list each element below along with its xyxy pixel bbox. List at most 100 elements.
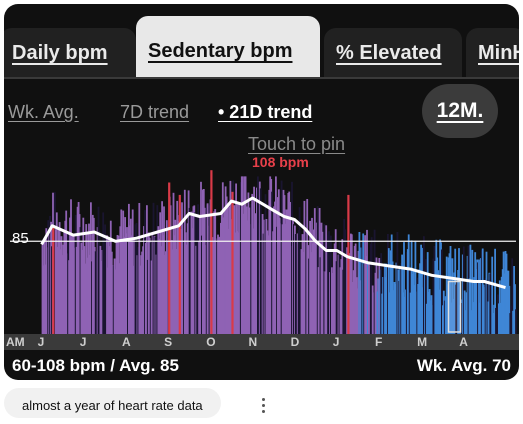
bar (189, 212, 192, 334)
spike-bar (347, 194, 350, 334)
caption-chip[interactable]: almost a year of heart rate data (4, 388, 221, 418)
bar (88, 223, 90, 334)
bar (128, 203, 130, 334)
selected-week-highlight[interactable] (447, 280, 462, 333)
bar (261, 214, 264, 334)
bar (78, 214, 81, 334)
bar (208, 205, 211, 334)
bar (61, 255, 64, 334)
bar-series (41, 170, 517, 334)
bar (504, 251, 507, 334)
bar (164, 254, 166, 334)
bar (108, 237, 110, 334)
bar (436, 257, 439, 334)
tab-min-hr[interactable]: MinH (466, 28, 519, 78)
bar (390, 234, 393, 334)
bar (104, 224, 106, 334)
21d-trend-option[interactable]: • 21D trend (218, 102, 313, 122)
bar (80, 242, 83, 334)
bar (344, 229, 347, 334)
tab-bar: Daily bpm Sedentary bpm % Elevated MinH (4, 16, 519, 78)
bar (421, 247, 423, 334)
bar (405, 252, 408, 334)
bar (337, 254, 340, 334)
bar (315, 222, 318, 334)
bar (449, 246, 452, 334)
bar (407, 234, 410, 334)
bar (202, 189, 205, 334)
bar (199, 217, 201, 334)
bar (512, 310, 514, 334)
bar (506, 270, 509, 334)
bar (291, 181, 293, 334)
bar (245, 206, 248, 334)
bar (204, 245, 207, 334)
bar (360, 247, 363, 334)
bar (452, 298, 455, 334)
spike-bar (168, 182, 171, 334)
bar (293, 224, 295, 334)
bar (98, 230, 101, 334)
bar (123, 236, 125, 334)
spike-bar (210, 170, 213, 334)
bar (43, 241, 46, 334)
bar (313, 208, 316, 334)
bar (384, 263, 386, 334)
bar (162, 235, 164, 334)
bar (370, 237, 373, 334)
bar (57, 228, 60, 334)
bar (428, 289, 431, 334)
bar (380, 253, 383, 334)
heart-rate-chart[interactable] (4, 4, 519, 380)
bar (465, 292, 468, 334)
bar (234, 232, 236, 334)
7d-trend-option[interactable]: 7D trend (120, 102, 190, 122)
bar (171, 249, 174, 334)
period-12m-button[interactable]: 12M. (422, 84, 498, 138)
bar (363, 263, 366, 334)
bar (404, 296, 406, 334)
bar (194, 212, 197, 334)
bar (275, 176, 277, 334)
bar (448, 253, 451, 334)
bar (479, 258, 482, 334)
bar (187, 190, 190, 334)
bar (279, 223, 282, 334)
bar (464, 310, 467, 334)
bar (213, 211, 216, 334)
bar (121, 239, 124, 334)
tab-sedentary-bpm[interactable]: Sedentary bpm (136, 16, 320, 78)
wk-avg-option[interactable]: Wk. Avg. (8, 102, 79, 122)
bar (137, 247, 140, 334)
app-frame: Daily bpm Sedentary bpm % Elevated MinH … (4, 4, 519, 380)
bar (371, 285, 374, 334)
bar (250, 204, 253, 334)
bar (249, 224, 252, 334)
bar (495, 307, 497, 334)
bar (288, 191, 291, 334)
more-vertical-icon[interactable] (261, 398, 267, 414)
month-axis: AM J J A S O N D J F M A (4, 334, 519, 350)
bar (45, 228, 48, 334)
bar (491, 256, 494, 334)
bar (95, 257, 98, 334)
bar (408, 270, 411, 334)
bar (273, 206, 275, 334)
bar (316, 206, 319, 334)
bar (215, 238, 217, 334)
tab-daily-bpm[interactable]: Daily bpm (4, 28, 136, 78)
bar (378, 258, 381, 334)
bar (374, 272, 377, 334)
bar (510, 305, 513, 334)
bar (508, 285, 511, 334)
bar (282, 189, 285, 334)
bar (66, 253, 69, 334)
bar (441, 249, 443, 334)
tab-percent-elevated[interactable]: % Elevated (324, 28, 462, 78)
bar (474, 252, 477, 334)
bar (395, 262, 398, 334)
bar (418, 269, 421, 334)
bar (74, 214, 77, 334)
bar (455, 284, 458, 334)
bar (469, 244, 472, 334)
